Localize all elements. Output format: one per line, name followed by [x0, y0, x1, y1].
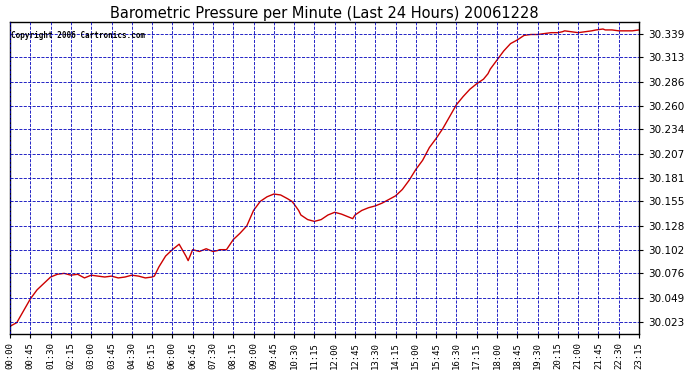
Title: Barometric Pressure per Minute (Last 24 Hours) 20061228: Barometric Pressure per Minute (Last 24 …: [110, 6, 539, 21]
Text: Copyright 2006 Cartronics.com: Copyright 2006 Cartronics.com: [11, 31, 146, 40]
